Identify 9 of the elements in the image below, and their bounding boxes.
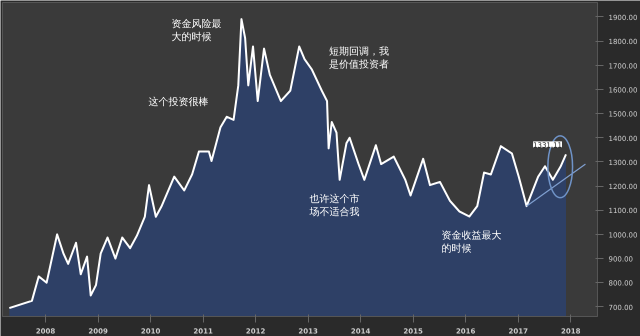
annotation: 是价值投资者: [329, 58, 390, 70]
annotation: 也许这个市: [310, 192, 360, 205]
annotation: 的时候: [441, 242, 472, 255]
annotation: 短期回调，我: [329, 45, 390, 58]
annotation: 大的时候: [171, 31, 212, 44]
annotation: 这个投资很棒: [148, 96, 208, 108]
annotation: 场不适合我: [308, 206, 360, 218]
annotation: 资金收益最大: [441, 230, 502, 242]
annotation: 资金风险最: [171, 18, 222, 30]
